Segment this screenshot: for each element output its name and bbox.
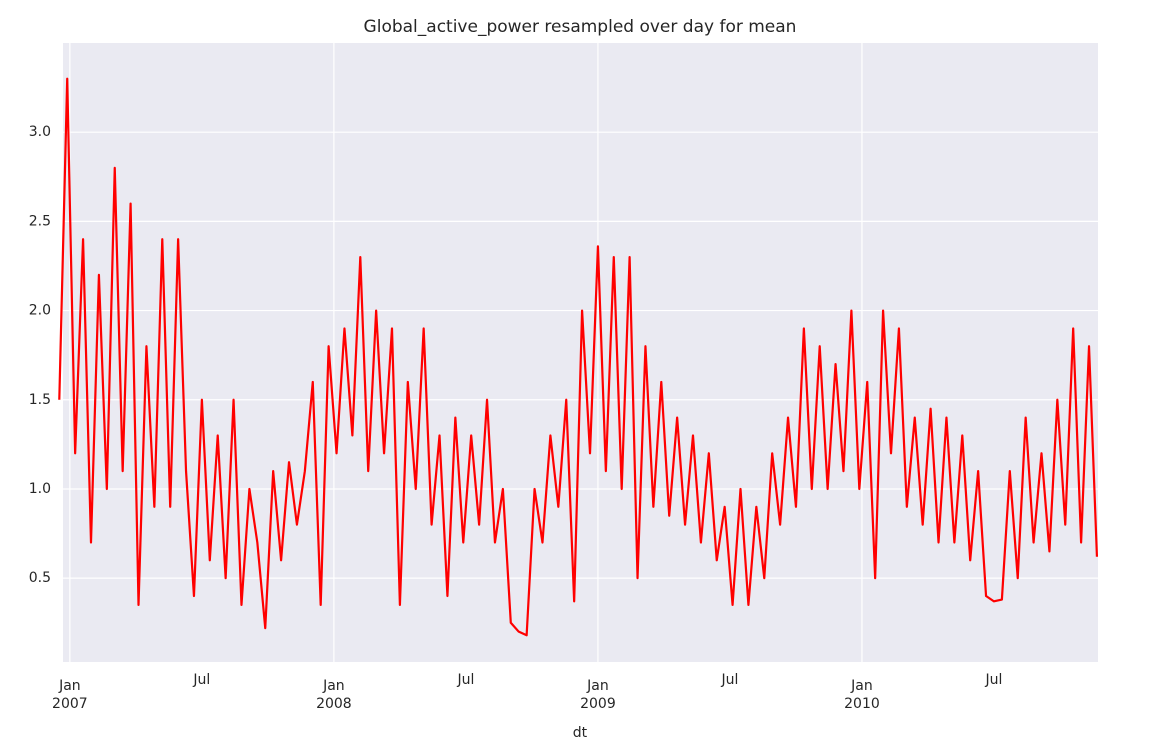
- y-tick-label: 2.5: [29, 213, 51, 229]
- y-tick-label: 3.0: [29, 124, 51, 140]
- x-minor-tick-label: Jul: [456, 672, 474, 688]
- x-minor-tick-label: Jul: [985, 672, 1003, 688]
- y-tick-label: 0.5: [29, 570, 51, 586]
- x-tick-label: Jan 2010: [844, 678, 880, 712]
- x-tick-label: Jan 2008: [316, 678, 352, 712]
- y-tick-label: 1.5: [29, 392, 51, 408]
- chart-title: Global_active_power resampled over day f…: [364, 17, 797, 37]
- x-tick-label: Jan 2009: [580, 678, 616, 712]
- data-line: [58, 77, 1099, 637]
- x-minor-tick-label: Jul: [720, 672, 738, 688]
- y-tick-label: 1.0: [29, 481, 51, 497]
- x-minor-tick-label: Jul: [192, 672, 210, 688]
- y-tick-label: 2.0: [29, 303, 51, 319]
- x-tick-label: Jan 2007: [52, 678, 88, 712]
- x-axis-label: dt: [573, 725, 588, 741]
